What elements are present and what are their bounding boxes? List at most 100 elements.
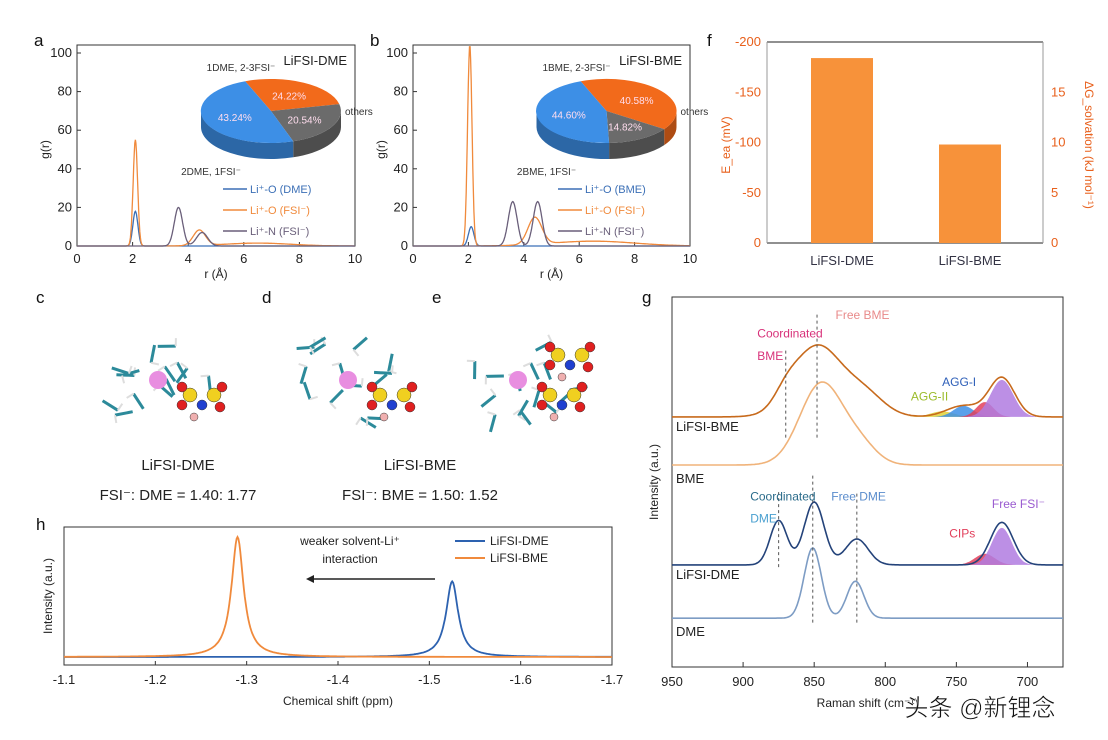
pie-slice-1: [606, 111, 665, 143]
panel-label-d: d: [262, 288, 271, 307]
pie-slice-2: [536, 81, 610, 144]
y2-axis-label: ΔG_solvation (kJ mol⁻¹): [1082, 81, 1096, 209]
x-tick-label: 8: [631, 251, 638, 266]
y-tick-label: -200: [735, 34, 761, 49]
pie-label-others: others: [345, 107, 373, 118]
x-tick-label: 6: [576, 251, 583, 266]
solvent-bond: [175, 367, 189, 384]
lithium-atom: [509, 371, 527, 389]
molecular-structures: [101, 334, 596, 433]
hydrogen-bond: [114, 414, 118, 424]
solvent-bond: [299, 366, 308, 385]
panel-label-h: h: [36, 515, 45, 534]
series-line-2: [672, 501, 1063, 566]
atom: [576, 381, 588, 393]
solvent-bond: [309, 336, 327, 349]
y-axis-label: g(r): [38, 140, 52, 159]
solvent-bond: [302, 381, 312, 400]
x-tick-label: 750: [946, 674, 968, 689]
series-line-0: [64, 579, 612, 658]
y2-tick-label: 0: [1051, 235, 1058, 250]
legend-label: Li⁺-O (BME): [585, 184, 646, 196]
x-tick-label: -1.3: [235, 672, 257, 687]
hydrogen-bond: [298, 362, 307, 368]
x-tick-label: -1.6: [509, 672, 531, 687]
x-tick-label: 850: [803, 674, 825, 689]
atom: [584, 341, 596, 353]
hydrogen-bond: [522, 362, 532, 368]
series-label: LiFSI-DME: [676, 567, 740, 582]
y-tick-label: 100: [386, 45, 408, 60]
annotation: AGG-I: [942, 375, 976, 389]
y-tick-label: 60: [58, 122, 72, 137]
solvent-bond: [480, 394, 497, 408]
hydrogen-bond: [360, 378, 364, 387]
y-tick-label: 60: [394, 122, 408, 137]
y-tick-label: -50: [742, 185, 761, 200]
x-tick-label: -1.2: [144, 672, 166, 687]
x-tick-label: 2: [465, 251, 472, 266]
y-axis-label: Intensity (a.u.): [41, 558, 55, 634]
chart-title: LiFSI-BME: [619, 53, 682, 68]
hydrogen-bond: [127, 365, 133, 374]
hydrogen-bond: [512, 409, 521, 416]
y-tick-label: 0: [65, 238, 72, 253]
hydrogen-bond: [200, 374, 209, 378]
fitted-component: [972, 527, 1032, 565]
pie-slice-side: [201, 111, 294, 159]
legend-label: Li⁺-N (FSI⁻): [250, 226, 309, 238]
bar-1: [939, 144, 1001, 243]
solvent-bond: [387, 353, 394, 372]
hydrogen-bond: [365, 417, 369, 426]
structure-d-ratio: FSI⁻: BME = 1.50: 1.52: [342, 487, 498, 504]
annotation-line2: interaction: [322, 552, 377, 566]
solvent-bond: [489, 414, 497, 433]
panel-label-b: b: [370, 31, 379, 50]
y-tick-label: -100: [735, 135, 761, 150]
panel-label-g: g: [642, 288, 651, 307]
atom: [564, 359, 576, 371]
bar-0: [811, 58, 873, 243]
atom: [176, 381, 188, 393]
series-line-1: [672, 381, 1063, 466]
y-axis-label: Intensity (a.u.): [647, 444, 661, 520]
atom: [366, 381, 378, 393]
legend-label: LiFSI-BME: [490, 551, 548, 565]
hydrogen-bond: [169, 361, 178, 367]
hydrogen-bond: [391, 365, 394, 374]
x-tick-label: 900: [732, 674, 754, 689]
x-tick-label: 10: [683, 251, 697, 266]
hydrogen-bond: [352, 349, 360, 357]
hydrogen-bond: [329, 402, 337, 410]
annotation: DME: [750, 512, 777, 526]
watermark: 头条 @新锂念: [904, 695, 1055, 722]
x-tick-label: -1.5: [418, 672, 440, 687]
series-line-0: [413, 225, 690, 247]
atom: [396, 387, 412, 403]
hydrogen-bond: [157, 365, 166, 372]
solvent-bond: [329, 388, 344, 404]
series-line-0: [77, 210, 355, 247]
x-tick-label: LiFSI-DME: [810, 253, 874, 268]
chart-title: LiFSI-DME: [283, 53, 347, 68]
solvent-bond: [101, 399, 119, 412]
atom: [189, 412, 199, 422]
structure-c-name: LiFSI-DME: [141, 457, 214, 474]
pie-slice-value: 43.24%: [218, 113, 252, 124]
legend-label: Li⁺-N (FSI⁻): [585, 226, 644, 238]
atom: [406, 381, 418, 393]
y2-tick-label: 15: [1051, 84, 1065, 99]
pie-label-bottom: 2DME, 1FSI⁻: [181, 167, 241, 178]
series-line-1: [64, 534, 612, 658]
legend-label: LiFSI-DME: [490, 534, 549, 548]
series-line-2: [77, 206, 355, 247]
y-axis-label: g(r): [374, 140, 388, 159]
solvent-bond: [121, 369, 140, 377]
raman-chart-g: 950 900 850 800 750 700 Raman shift (cm⁻¹) Inte…: [647, 296, 1064, 710]
x-tick-label: 0: [409, 251, 416, 266]
atom: [566, 387, 582, 403]
pie-label-others: others: [681, 107, 709, 118]
series-line-1: [77, 139, 355, 247]
